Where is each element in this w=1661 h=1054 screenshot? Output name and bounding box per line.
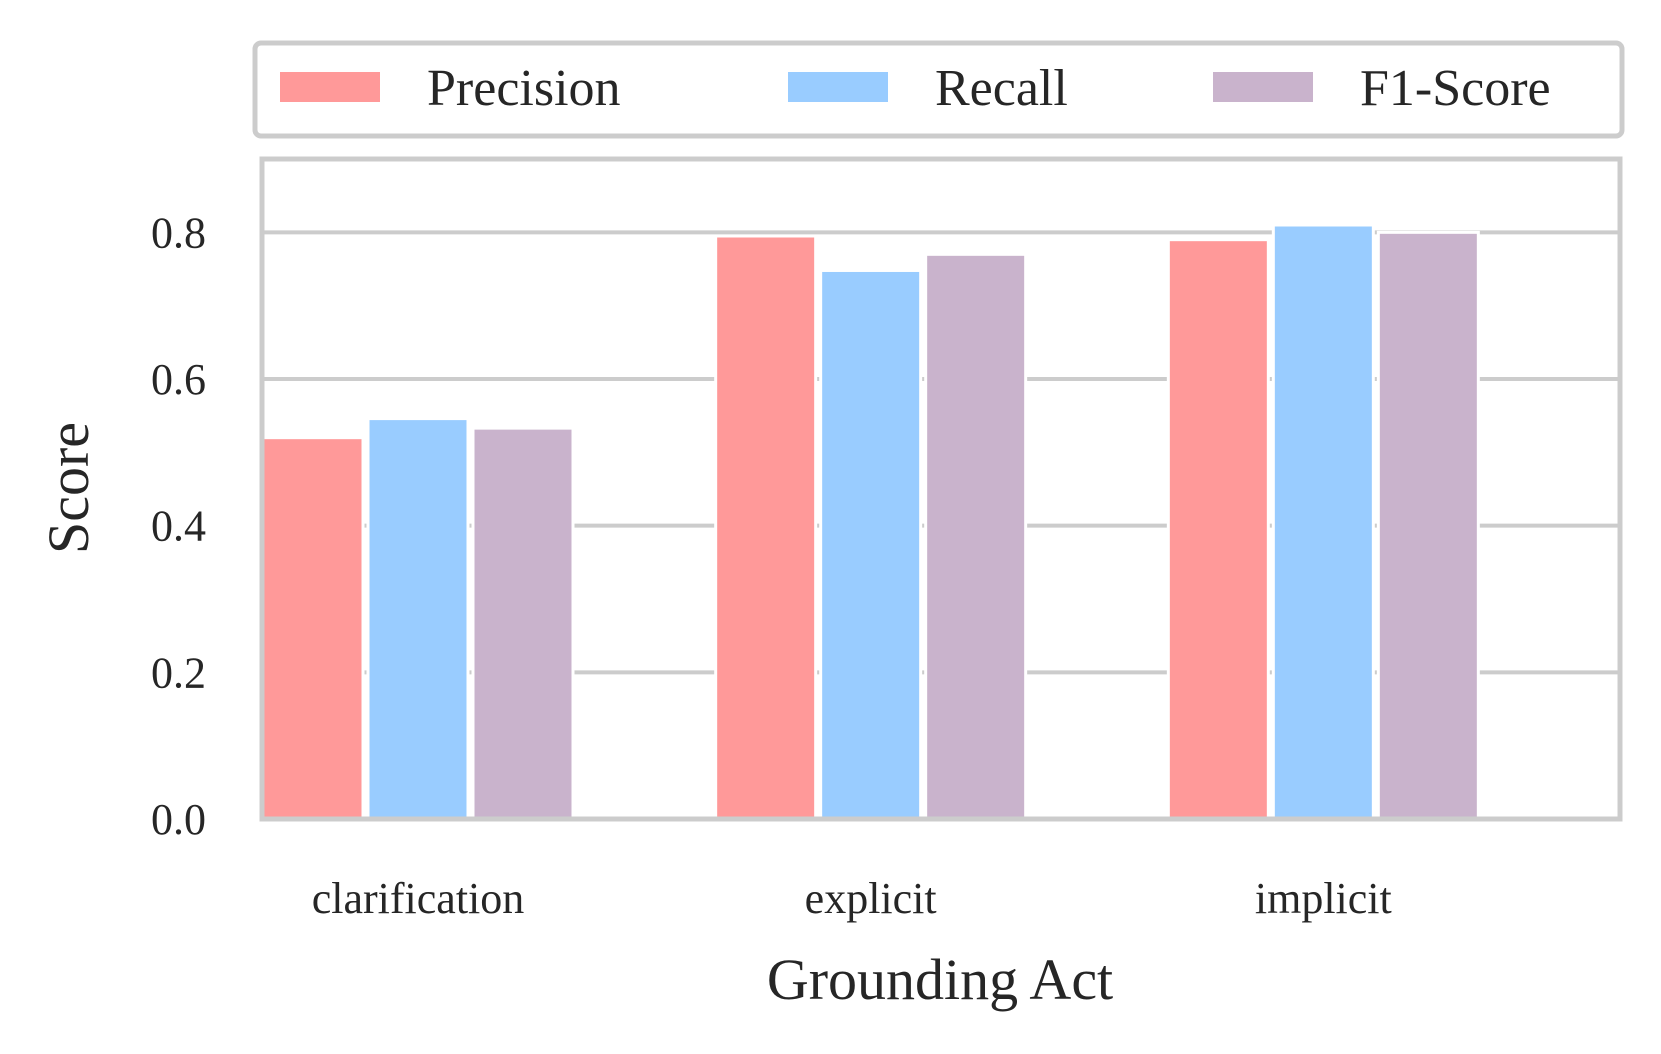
y-tick-label: 0.8: [151, 208, 206, 257]
x-axis-title: Grounding Act: [767, 947, 1113, 1012]
legend: Precision Recall F1-Score: [252, 40, 1625, 139]
plot-frame: [259, 156, 1623, 822]
legend-swatch-precision: [280, 72, 380, 102]
bar-implicit-recall: [1271, 223, 1375, 821]
bar-clarification-f1-score: [471, 426, 575, 821]
y-axis-title: Score: [36, 422, 101, 554]
bar-explicit-f1-score: [924, 252, 1028, 821]
y-tick-label: 0.0: [151, 795, 206, 844]
legend-frame: [252, 40, 1625, 139]
legend-label-recall: Recall: [935, 60, 1068, 117]
bar-explicit-recall: [819, 268, 923, 821]
bar-implicit-f1-score: [1376, 230, 1480, 821]
legend-swatch-recall: [788, 72, 888, 102]
y-tick-labels: 0.0 0.2 0.4 0.6 0.8: [151, 208, 206, 844]
x-tick-label: clarification: [312, 874, 525, 923]
y-tick-label: 0.4: [151, 502, 206, 551]
legend-swatch-f1-score: [1213, 72, 1313, 102]
bar-clarification-precision: [261, 436, 365, 821]
x-tick-label: explicit: [805, 874, 937, 923]
bar-implicit-precision: [1166, 238, 1270, 821]
x-tick-labels: clarification explicit implicit: [312, 874, 1392, 923]
y-tick-label: 0.6: [151, 355, 206, 404]
y-tick-label: 0.2: [151, 648, 206, 697]
legend-label-precision: Precision: [427, 60, 621, 117]
x-tick-label: implicit: [1255, 874, 1392, 923]
legend-label-f1-score: F1-Score: [1360, 60, 1551, 117]
plot-area: 0.0 0.2 0.4 0.6 0.8 clarification explicit imp…: [151, 156, 1623, 923]
bar-clarification-recall: [366, 417, 470, 821]
bar-explicit-precision: [714, 234, 818, 821]
